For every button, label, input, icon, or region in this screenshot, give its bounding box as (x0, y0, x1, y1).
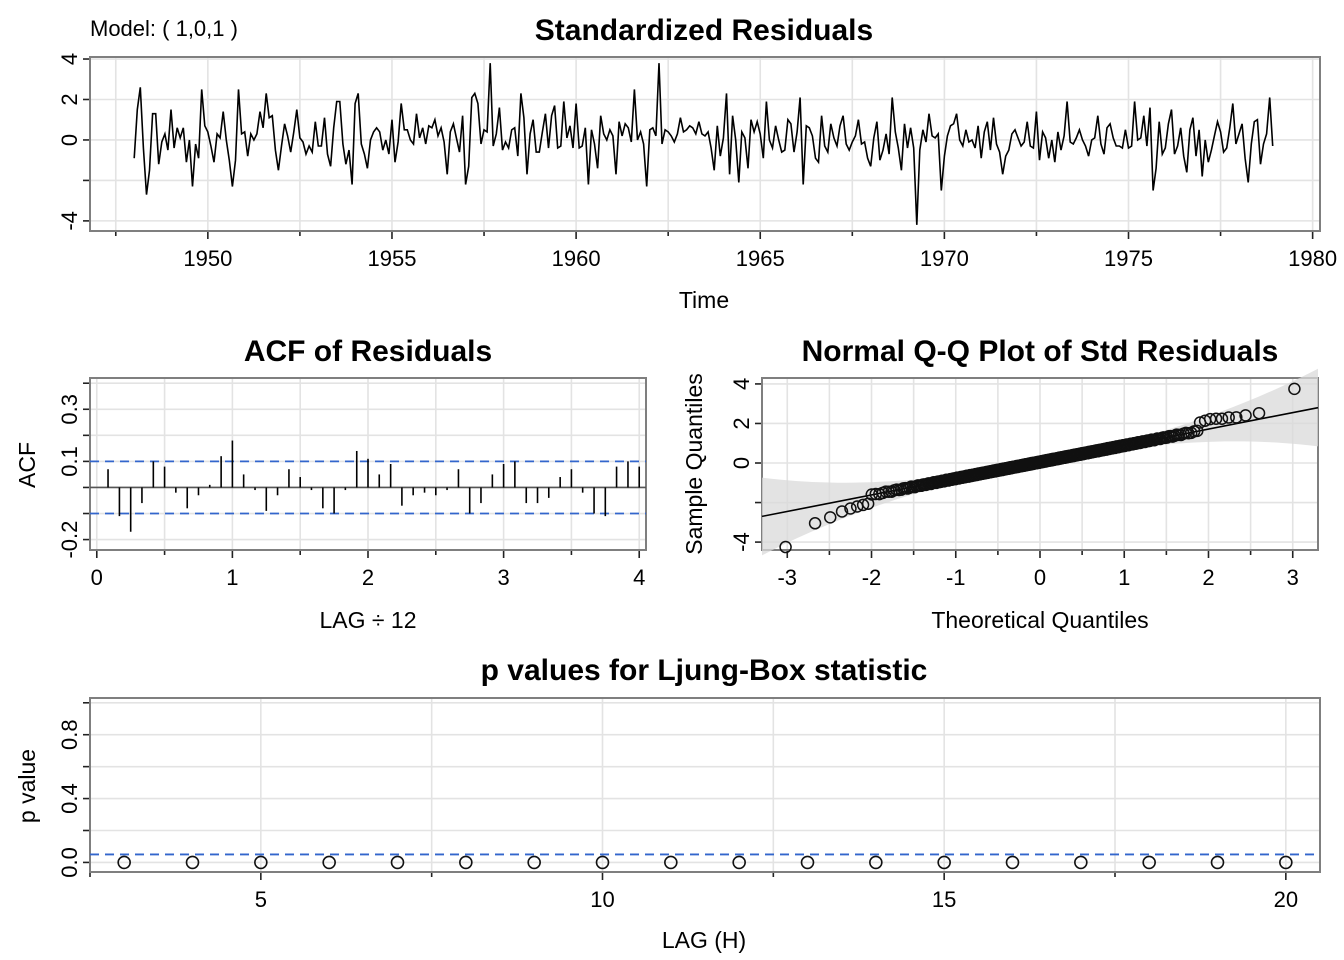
residuals-panel: Standardized Residuals Time 1950 1955 1960… (57, 14, 1337, 313)
ljungbox-point (1005, 855, 1020, 870)
ljungbox-point (869, 855, 883, 870)
qq-xtick-label: 0 (1034, 565, 1046, 590)
qq-point (861, 497, 875, 510)
residuals-ytick-label: 0 (57, 134, 82, 146)
acf-xtick-label: 4 (633, 565, 645, 590)
residuals-xlabel: Time (679, 287, 729, 313)
ljungbox-title: p values for Ljung-Box statistic (481, 654, 928, 687)
acf-xtick-label: 2 (362, 565, 374, 590)
ljungbox-point (595, 855, 610, 870)
ljungbox-plot-frame (89, 697, 1321, 873)
ljungbox-point (800, 855, 815, 870)
qq-point (856, 498, 870, 512)
qq-xtick-label: -2 (862, 565, 882, 590)
ljungbox-xtick-label: 10 (590, 887, 614, 912)
qq-plot-frame (761, 377, 1319, 551)
ljungbox-xlabel: LAG (H) (662, 927, 746, 953)
qq-xtick-label: 2 (1202, 565, 1214, 590)
residuals-ytick-label: 2 (57, 93, 82, 105)
qq-point (1203, 412, 1217, 426)
ljungbox-plot-bg (90, 698, 1320, 872)
ljungbox-xtick-label: 5 (255, 887, 267, 912)
acf-panel: ACF of Residuals LAG ÷ 12 ACF 0 1 2 3 4 0.3 0.… (14, 335, 647, 633)
qq-point (1252, 406, 1266, 420)
qq-ylabel: Sample Quantiles (681, 373, 707, 555)
qq-point (844, 502, 857, 515)
acf-ytick-label: -0.2 (57, 521, 82, 559)
residuals-xtick-label: 1955 (367, 246, 416, 271)
ljungbox-point (459, 855, 473, 870)
residuals-xtick-label: 1970 (920, 246, 969, 271)
qq-xtick-label: 1 (1118, 565, 1130, 590)
qq-point (1222, 411, 1235, 424)
ljungbox-point (254, 855, 268, 870)
residuals-ytick-label: 4 (57, 53, 82, 65)
acf-title: ACF of Residuals (244, 335, 492, 368)
ljungbox-xtick-label: 15 (932, 887, 956, 912)
qq-xtick-label: -1 (946, 565, 966, 590)
qq-point (1288, 382, 1301, 396)
residuals-xtick-label: 1975 (1104, 246, 1153, 271)
ljungbox-point (527, 855, 541, 870)
ljungbox-ytick-label: 0.8 (57, 719, 82, 750)
qq-point (1230, 411, 1243, 424)
ljungbox-point (937, 855, 951, 870)
qq-xtick-label: 3 (1287, 565, 1299, 590)
ljungbox-point (185, 855, 200, 870)
qq-ytick-label: -4 (729, 532, 754, 552)
acf-ytick-label: 0.1 (57, 446, 82, 477)
ljungbox-point (1142, 855, 1156, 870)
ljungbox-point (1210, 855, 1225, 870)
ljungbox-point (664, 855, 678, 870)
qq-point (808, 517, 822, 530)
acf-plot-frame (89, 377, 647, 551)
acf-xtick-label: 3 (497, 565, 509, 590)
acf-xtick-label: 1 (226, 565, 238, 590)
qq-point (1191, 424, 1204, 438)
qq-ytick-label: 4 (729, 378, 754, 390)
ljungbox-point (732, 855, 746, 870)
residuals-xtick-label: 1950 (183, 246, 232, 271)
qq-panel: Normal Q-Q Plot of Std Residuals Theoret… (681, 335, 1319, 633)
qq-ytick-label: 0 (729, 457, 754, 469)
qq-title: Normal Q-Q Plot of Std Residuals (802, 335, 1279, 368)
ljungbox-point (390, 855, 405, 870)
acf-ytick-label: 0.3 (57, 394, 82, 425)
residuals-xtick-label: 1980 (1288, 246, 1337, 271)
acf-xlabel: LAG ÷ 12 (319, 607, 416, 633)
acf-ylabel: ACF (14, 442, 40, 488)
residuals-ytick-label: -4 (57, 211, 82, 231)
residuals-xtick-label: 1965 (736, 246, 785, 271)
acf-xtick-label: 0 (91, 565, 103, 590)
model-label: Model: ( 1,0,1 ) (90, 16, 238, 41)
ljungbox-panel: p values for Ljung-Box statistic LAG (H)… (14, 654, 1321, 953)
qq-ytick-label: 2 (729, 417, 754, 429)
qq-xlabel: Theoretical Quantiles (931, 607, 1148, 633)
qq-point (823, 511, 837, 524)
ljungbox-point (322, 855, 336, 870)
qq-point (1209, 412, 1223, 425)
qq-point (1215, 412, 1229, 425)
ljungbox-point (117, 855, 131, 870)
ljungbox-xtick-label: 20 (1274, 887, 1298, 912)
qq-xtick-label: -3 (777, 565, 797, 590)
residuals-plot-frame (89, 56, 1321, 232)
ljungbox-point (1074, 855, 1088, 870)
qq-point (1239, 409, 1252, 422)
ljungbox-point (1279, 855, 1293, 870)
qq-point (779, 540, 792, 554)
ljungbox-ytick-label: 0.0 (57, 847, 82, 878)
ljungbox-ytick-label: 0.4 (57, 783, 82, 814)
ljungbox-ylabel: p value (14, 749, 40, 823)
qq-point (835, 505, 849, 518)
residuals-title: Standardized Residuals (535, 14, 873, 47)
residuals-xtick-label: 1960 (552, 246, 601, 271)
residuals-series-line (133, 63, 1274, 225)
